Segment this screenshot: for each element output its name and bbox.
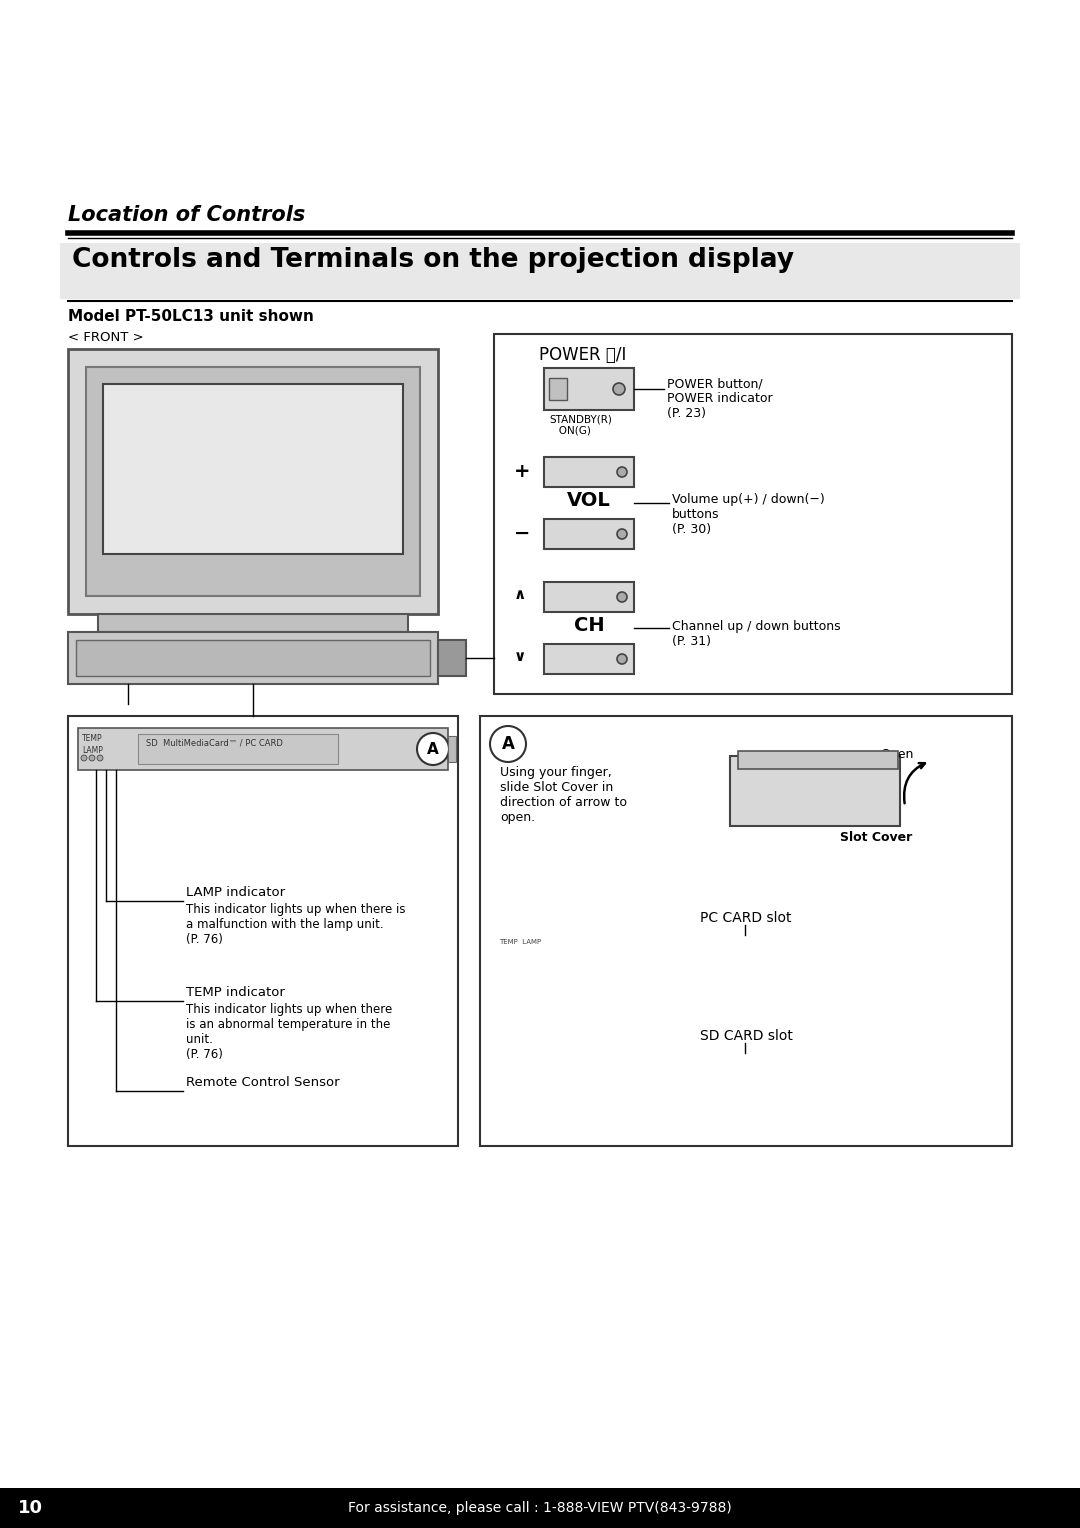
- Text: Remote Control Sensor: Remote Control Sensor: [186, 1076, 339, 1089]
- Circle shape: [490, 726, 526, 762]
- Text: PC CARD slot: PC CARD slot: [700, 911, 792, 924]
- Text: Open: Open: [880, 749, 914, 761]
- Bar: [967, 961, 973, 973]
- Bar: [494, 335, 1012, 694]
- Text: Volume up(+) / down(−)
buttons
(P. 30): Volume up(+) / down(−) buttons (P. 30): [672, 494, 825, 536]
- Text: POWER button/
POWER indicator
(P. 23): POWER button/ POWER indicator (P. 23): [667, 377, 772, 420]
- Text: POWER ⏻/I: POWER ⏻/I: [539, 345, 626, 364]
- Text: A: A: [427, 741, 438, 756]
- Bar: [68, 717, 458, 1146]
- Bar: [68, 633, 438, 685]
- Text: Location of Controls: Location of Controls: [68, 205, 306, 225]
- Bar: [86, 367, 420, 596]
- Bar: [977, 961, 983, 973]
- Bar: [527, 960, 535, 966]
- Text: Channel up / down buttons
(P. 31): Channel up / down buttons (P. 31): [672, 620, 840, 648]
- Text: VOL: VOL: [567, 490, 611, 510]
- Text: This indicator lights up when there
is an abnormal temperature in the
unit.
(P. : This indicator lights up when there is a…: [186, 1002, 392, 1060]
- Bar: [448, 736, 456, 762]
- Circle shape: [617, 654, 627, 665]
- Bar: [0, 1488, 1080, 1528]
- Bar: [103, 384, 403, 555]
- Text: A: A: [501, 735, 514, 753]
- Bar: [544, 643, 634, 674]
- Bar: [515, 960, 523, 966]
- Text: +: +: [514, 461, 530, 481]
- Bar: [544, 457, 634, 487]
- Bar: [495, 1051, 987, 1085]
- Bar: [480, 717, 1012, 1146]
- Bar: [60, 243, 1020, 299]
- Bar: [76, 640, 430, 675]
- Text: LAMP: LAMP: [82, 746, 103, 755]
- Bar: [730, 756, 900, 827]
- Bar: [438, 640, 465, 675]
- Bar: [515, 969, 523, 973]
- Text: CH: CH: [573, 616, 605, 636]
- Text: Using your finger,
slide Slot Cover in
direction of arrow to
open.: Using your finger, slide Slot Cover in d…: [500, 766, 627, 824]
- Bar: [544, 368, 634, 410]
- Circle shape: [617, 468, 627, 477]
- Text: SD CARD slot: SD CARD slot: [700, 1028, 793, 1044]
- Circle shape: [81, 755, 87, 761]
- Text: STANDBY(R)
   ON(G): STANDBY(R) ON(G): [549, 414, 612, 435]
- Bar: [495, 934, 987, 1001]
- Bar: [544, 520, 634, 549]
- Circle shape: [617, 529, 627, 539]
- Bar: [138, 733, 338, 764]
- Text: For assistance, please call : 1-888-VIEW PTV(843-9788): For assistance, please call : 1-888-VIEW…: [348, 1500, 732, 1514]
- Text: 10: 10: [17, 1499, 42, 1517]
- Bar: [575, 960, 867, 975]
- Bar: [503, 960, 511, 966]
- Bar: [78, 727, 448, 770]
- Bar: [544, 582, 634, 613]
- Text: TEMP  LAMP: TEMP LAMP: [499, 940, 541, 944]
- Bar: [503, 969, 511, 973]
- Bar: [527, 969, 535, 973]
- Text: TEMP: TEMP: [82, 733, 103, 743]
- Bar: [98, 614, 408, 633]
- Circle shape: [89, 755, 95, 761]
- Bar: [549, 377, 567, 400]
- Circle shape: [417, 733, 449, 766]
- Circle shape: [97, 755, 103, 761]
- Text: ∧: ∧: [514, 587, 526, 602]
- Text: Model PT-50LC13 unit shown: Model PT-50LC13 unit shown: [68, 309, 314, 324]
- Text: −: −: [514, 524, 530, 542]
- Text: TEMP indicator: TEMP indicator: [186, 986, 285, 999]
- Circle shape: [617, 591, 627, 602]
- Bar: [68, 348, 438, 614]
- Text: ∨: ∨: [514, 649, 526, 665]
- Text: Slot Cover: Slot Cover: [840, 831, 913, 843]
- Text: < FRONT >: < FRONT >: [68, 332, 144, 344]
- Bar: [497, 935, 985, 966]
- Bar: [738, 750, 897, 769]
- Bar: [575, 1063, 867, 1073]
- Text: Controls and Terminals on the projection display: Controls and Terminals on the projection…: [72, 248, 794, 274]
- Circle shape: [613, 384, 625, 396]
- Text: This indicator lights up when there is
a malfunction with the lamp unit.
(P. 76): This indicator lights up when there is a…: [186, 903, 405, 946]
- Text: SD  MultiMediaCard™ / PC CARD: SD MultiMediaCard™ / PC CARD: [146, 738, 283, 747]
- Text: LAMP indicator: LAMP indicator: [186, 886, 285, 898]
